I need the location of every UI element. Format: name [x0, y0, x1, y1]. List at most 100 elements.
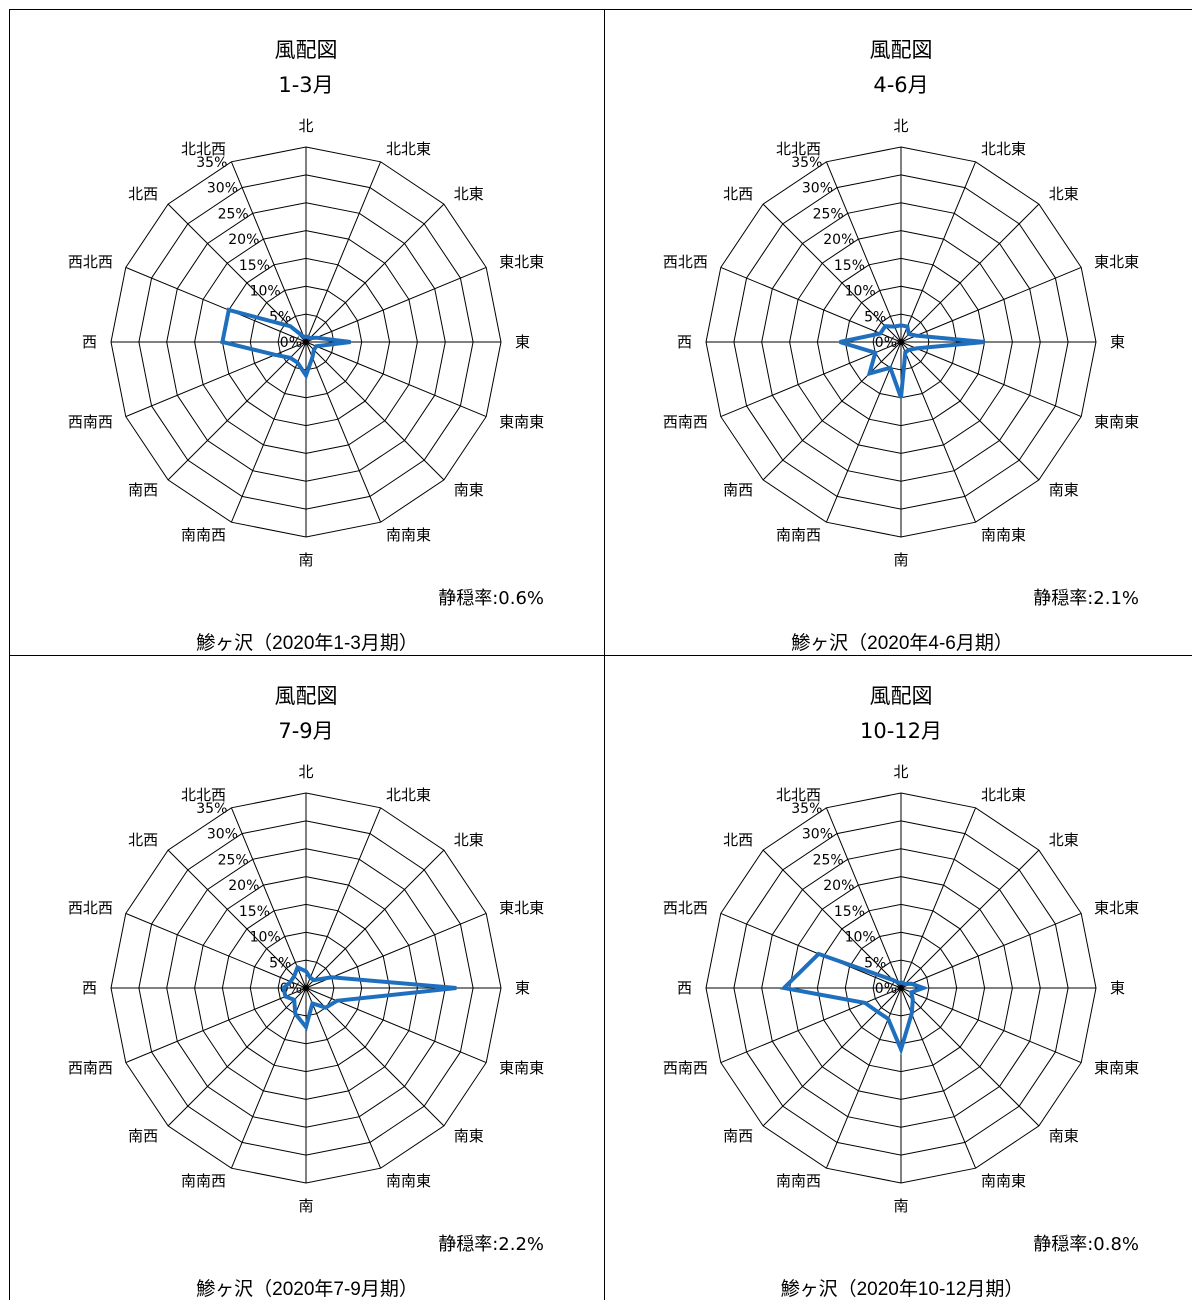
grid-spoke	[126, 342, 306, 417]
tick-label: 30%	[802, 181, 833, 197]
tick-label: 5%	[269, 955, 291, 971]
direction-label: 西北西	[68, 899, 113, 917]
direction-label: 南	[298, 1197, 313, 1215]
grid-spoke	[231, 342, 306, 522]
chart-subtitle: 10-12月	[860, 719, 942, 743]
grid-spoke	[306, 342, 486, 417]
calm-rate-label: 静穏率:2.2%	[438, 1234, 544, 1255]
tick-label: 10%	[845, 930, 876, 946]
direction-label: 南南東	[386, 526, 431, 544]
grid-spoke	[721, 913, 901, 988]
direction-label: 北北東	[386, 140, 431, 158]
panel-caption-q2: 鯵ヶ沢（2020年4-6月期）	[605, 628, 1192, 655]
direction-label: 南西	[723, 481, 753, 499]
tick-label: 15%	[239, 258, 270, 274]
panel-caption-q1: 鯵ヶ沢（2020年1-3月期）	[10, 628, 604, 655]
center-dot	[303, 339, 309, 345]
direction-label: 東南東	[1094, 413, 1139, 431]
direction-label: 南	[298, 551, 313, 569]
grid-spoke	[901, 342, 976, 522]
panel-caption-q3: 鯵ヶ沢（2020年7-9月期）	[10, 1274, 604, 1301]
panel-caption-q4: 鯵ヶ沢（2020年10-12月期）	[605, 1274, 1192, 1301]
tick-label: 30%	[207, 827, 238, 843]
grid-spoke	[126, 913, 306, 988]
direction-label: 東	[1110, 979, 1125, 997]
direction-label: 西	[82, 333, 97, 351]
wind-rose-chart-q3: 風配図7-9月0%5%10%15%20%25%30%35%北北北東北東東北東東東…	[10, 656, 604, 1274]
grid-spoke	[901, 267, 1081, 342]
direction-label: 北西	[128, 831, 158, 849]
grid-spoke	[901, 850, 1039, 988]
tick-label: 0%	[875, 981, 897, 997]
direction-label: 北	[893, 117, 908, 135]
tick-label: 15%	[834, 258, 865, 274]
direction-label: 北	[893, 763, 908, 781]
direction-label: 南南東	[386, 1172, 431, 1190]
chart-subtitle: 7-9月	[278, 719, 333, 743]
direction-label: 東南東	[1094, 1059, 1139, 1077]
chart-title: 風配図	[870, 684, 933, 708]
direction-label: 南東	[1049, 1127, 1079, 1145]
grid-spoke	[306, 162, 381, 342]
direction-label: 西北西	[68, 253, 113, 271]
series-line	[840, 325, 985, 397]
direction-label: 北西	[723, 831, 753, 849]
direction-label: 東北東	[499, 899, 544, 917]
grid-spoke	[901, 204, 1039, 342]
chart-title: 風配図	[275, 684, 338, 708]
grid-spoke	[763, 342, 901, 480]
grid-spoke	[306, 342, 444, 480]
tick-label: 5%	[864, 309, 886, 325]
grid-spoke	[168, 342, 306, 480]
tick-label: 15%	[834, 904, 865, 920]
direction-label: 東北東	[1094, 899, 1139, 917]
direction-label: 南南東	[981, 526, 1026, 544]
grid-spoke	[306, 204, 444, 342]
grid-spoke	[901, 988, 1081, 1063]
tick-label: 10%	[250, 284, 281, 300]
grid-spoke	[901, 162, 976, 342]
direction-label: 南西	[128, 481, 158, 499]
grid-spoke	[901, 808, 976, 988]
direction-label: 北北西	[181, 786, 226, 804]
direction-label: 北西	[128, 185, 158, 203]
chart-title: 風配図	[870, 38, 933, 62]
grid-spoke	[721, 267, 901, 342]
direction-label: 北北東	[386, 786, 431, 804]
tick-label: 20%	[228, 232, 259, 248]
direction-label: 東南東	[499, 413, 544, 431]
tick-label: 10%	[845, 284, 876, 300]
direction-label: 南西	[723, 1127, 753, 1145]
direction-label: 北北西	[776, 786, 821, 804]
calm-rate-label: 静穏率:0.6%	[438, 588, 544, 609]
direction-label: 北東	[454, 831, 484, 849]
direction-label: 西	[677, 333, 692, 351]
grid-spoke	[306, 988, 486, 1063]
direction-label: 北西	[723, 185, 753, 203]
grid-spoke	[901, 913, 1081, 988]
direction-label: 南	[893, 1197, 908, 1215]
tick-label: 20%	[228, 878, 259, 894]
grid-spoke	[126, 267, 306, 342]
tick-label: 20%	[823, 878, 854, 894]
center-dot	[898, 985, 904, 991]
direction-label: 東	[1110, 333, 1125, 351]
grid-spoke	[306, 850, 444, 988]
direction-label: 南東	[1049, 481, 1079, 499]
tick-label: 0%	[875, 335, 897, 351]
tick-label: 25%	[218, 206, 249, 222]
direction-label: 北東	[454, 185, 484, 203]
tick-label: 25%	[813, 852, 844, 868]
grid-spoke	[901, 342, 1081, 417]
grid-spoke	[306, 342, 381, 522]
grid-spoke	[168, 988, 306, 1126]
direction-label: 南南西	[776, 526, 821, 544]
direction-label: 西	[82, 979, 97, 997]
direction-label: 東	[515, 333, 530, 351]
calm-rate-label: 静穏率:2.1%	[1033, 588, 1139, 609]
direction-label: 北北西	[181, 140, 226, 158]
